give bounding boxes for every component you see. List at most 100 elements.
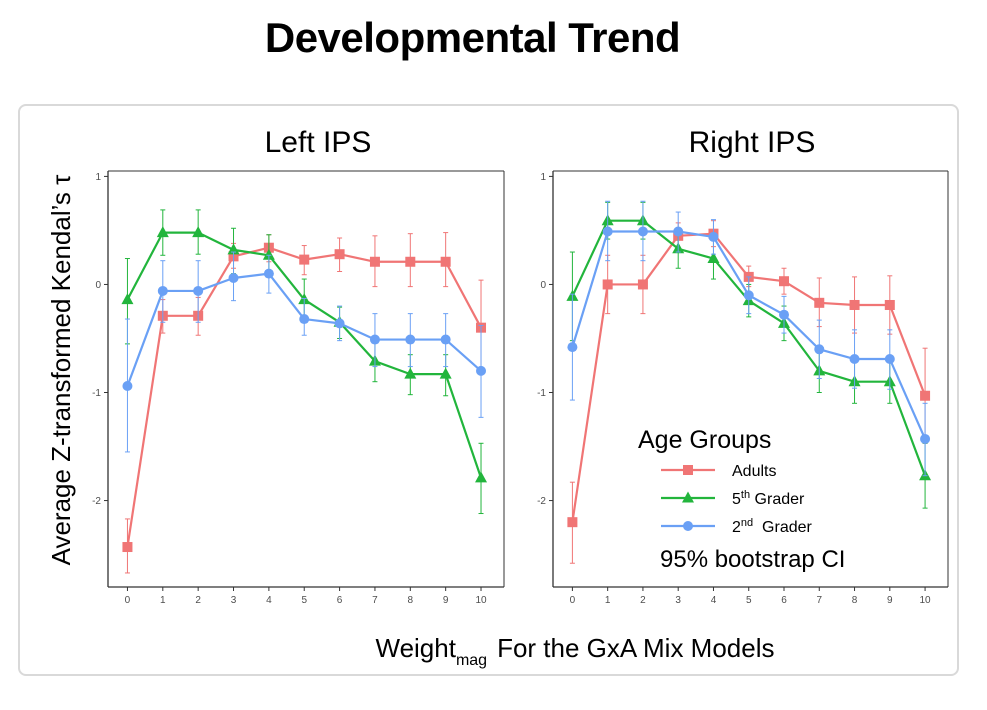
point-second (814, 344, 825, 355)
x-tick-label: 2 (195, 595, 201, 606)
x-axis-label-rest: For the GxA Mix Models (497, 633, 774, 663)
x-tick-label: 3 (675, 595, 681, 606)
x-tick-label: 0 (125, 595, 131, 606)
x-tick-label: 1 (160, 595, 166, 606)
point-adults (884, 299, 895, 310)
y-tick-label: -1 (537, 388, 546, 399)
y-tick-label: 1 (95, 172, 101, 183)
point-second (299, 314, 310, 325)
x-tick-label: 9 (443, 595, 449, 606)
legend-label-rest: Grader (750, 491, 805, 508)
point-adults (779, 276, 790, 287)
right-ips-plot: 10-1-20 1 2 3 4 5 6 7 8 9 10 (537, 170, 949, 606)
point-fifth (227, 243, 240, 255)
point-fifth (439, 367, 452, 379)
legend-label-main: Adults (732, 463, 776, 480)
point-adults (567, 517, 578, 528)
x-tick-label: 7 (372, 595, 378, 606)
legend-marker-second (683, 521, 693, 531)
legend-label-adults: Adults (732, 463, 776, 480)
x-tick-label: 9 (887, 595, 893, 606)
point-fifth (262, 248, 275, 260)
legend-label-second: 2nd Grader (732, 517, 813, 536)
point-fifth (121, 293, 134, 305)
x-axis-label-main: Weight (376, 633, 457, 663)
x-tick-label: 6 (781, 595, 787, 606)
point-adults (334, 249, 345, 260)
series-second (122, 251, 487, 453)
y-tick-label: -2 (537, 496, 546, 507)
x-tick-label: 2 (640, 595, 646, 606)
x-tick-label: 0 (570, 595, 576, 606)
point-second (122, 381, 133, 392)
right-panel-title: Right IPS (689, 126, 816, 159)
legend-label-fifth: 5th Grader (732, 489, 805, 508)
legend-label-superscript: th (741, 489, 750, 501)
x-tick-label: 4 (266, 595, 272, 606)
y-tick-label: 1 (540, 172, 546, 183)
x-axis-label: Weightmag For the GxA Mix Models (376, 633, 775, 669)
x-tick-label: 8 (408, 595, 414, 606)
point-second (476, 365, 487, 376)
point-second (440, 334, 451, 345)
point-adults (440, 256, 451, 267)
x-tick-label: 10 (475, 595, 487, 606)
left-panel-title: Left IPS (265, 126, 372, 159)
point-adults (814, 297, 825, 308)
y-tick-label: 0 (95, 280, 101, 291)
point-fifth (156, 226, 169, 238)
point-adults (637, 279, 648, 290)
point-adults (369, 256, 380, 267)
x-tick-label: 7 (816, 595, 822, 606)
legend-title: Age Groups (638, 426, 771, 454)
legend-marker-fifth (682, 491, 694, 503)
legend-label-main: 5 (732, 491, 741, 508)
point-adults (299, 254, 310, 265)
x-tick-label: 3 (231, 595, 237, 606)
figure-frame (18, 104, 959, 676)
left-ips-plot: 10-1-20 1 2 3 4 5 6 7 8 9 10 (92, 170, 505, 606)
legend: Age Groups Adults 5th Grader 2nd Grader (638, 426, 813, 536)
point-second (405, 334, 416, 345)
x-tick-label: 10 (920, 595, 932, 606)
point-second (849, 354, 860, 365)
y-tick-label: -1 (92, 388, 101, 399)
legend-label-superscript: nd (741, 517, 753, 529)
y-axis-label: Average Z-transformed Kendal’s τ (46, 174, 76, 566)
point-second (567, 342, 578, 353)
point-second (228, 272, 239, 283)
point-fifth (192, 226, 205, 238)
legend-marker-adults (683, 465, 693, 475)
y-tick-label: 0 (540, 280, 546, 291)
page-title: Developmental Trend (264, 14, 681, 61)
x-tick-label: 8 (852, 595, 858, 606)
x-tick-label: 5 (746, 595, 752, 606)
ci-note: 95% bootstrap CI (660, 546, 845, 573)
point-second (193, 285, 204, 296)
x-tick-label: 5 (301, 595, 307, 606)
x-tick-label: 4 (711, 595, 717, 606)
point-second (779, 309, 790, 320)
y-tick-label: -2 (92, 496, 101, 507)
point-second (334, 318, 345, 329)
point-second (884, 354, 895, 365)
point-adults (405, 256, 416, 267)
legend-label-main: 2 (732, 519, 741, 536)
point-second (708, 231, 719, 242)
point-adults (920, 390, 931, 401)
x-tick-label: 1 (605, 595, 611, 606)
point-fifth (404, 367, 417, 379)
point-second (602, 226, 613, 237)
point-second (673, 226, 684, 237)
series-second (567, 200, 931, 477)
series-adults (567, 220, 931, 564)
x-tick-label: 6 (337, 595, 343, 606)
point-second (920, 433, 931, 444)
point-fifth (475, 471, 488, 483)
point-second (369, 334, 380, 345)
point-second (637, 226, 648, 237)
point-fifth (707, 252, 720, 264)
point-second (743, 290, 754, 301)
point-adults (602, 279, 613, 290)
